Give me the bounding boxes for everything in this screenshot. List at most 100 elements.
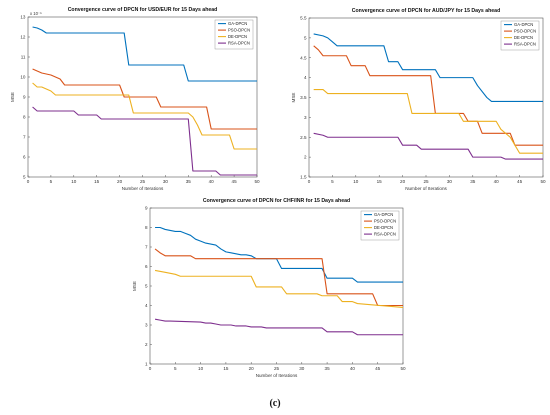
x-tick-label: 50 bbox=[540, 179, 546, 184]
legend-entry: GA-DPCN bbox=[514, 22, 533, 27]
x-axis-label: Number of Iterations bbox=[256, 373, 298, 378]
chart-title: Convergence curve of DPCN for AUD/JPY fo… bbox=[352, 8, 500, 14]
y-tick-label: 1.5 bbox=[300, 175, 307, 180]
y-exponent-label: x 10⁻⁵ bbox=[30, 11, 42, 16]
legend-entry: PSO-DPCN bbox=[228, 28, 250, 33]
x-tick-label: 45 bbox=[232, 179, 238, 184]
x-tick-label: 35 bbox=[470, 179, 476, 184]
x-axis-label: Number of Iterations bbox=[122, 186, 164, 191]
y-tick-label: 11 bbox=[21, 55, 26, 60]
chart-panel-2: Convergence curve of DPCN for AUD/JPY fo… bbox=[291, 8, 546, 191]
x-tick-label: 5 bbox=[331, 179, 334, 184]
x-tick-label: 5 bbox=[50, 179, 53, 184]
series-line-ga-dpcn bbox=[32, 26, 257, 82]
legend-box bbox=[500, 20, 540, 51]
series-line-pso-dpcn bbox=[32, 68, 257, 130]
y-tick-label: 9 bbox=[145, 206, 148, 211]
legend-box bbox=[214, 19, 254, 50]
x-tick-label: 45 bbox=[517, 179, 523, 184]
y-tick-label: 5.5 bbox=[300, 16, 307, 21]
x-tick-label: 40 bbox=[494, 179, 500, 184]
legend-entry: RSA-DPCN bbox=[228, 41, 250, 46]
y-tick-label: 5 bbox=[23, 175, 26, 180]
legend-entry: PSO-DPCN bbox=[514, 29, 536, 34]
x-tick-label: 20 bbox=[117, 179, 123, 184]
y-tick-label: 8 bbox=[145, 225, 148, 230]
x-tick-label: 20 bbox=[249, 366, 255, 371]
y-tick-label: 8 bbox=[23, 115, 26, 120]
legend-entry: GA-DPCN bbox=[374, 212, 393, 217]
legend-entry: DE-DPCN bbox=[374, 225, 393, 230]
x-tick-label: 5 bbox=[174, 366, 177, 371]
y-tick-label: 4 bbox=[145, 303, 148, 308]
y-tick-label: 6 bbox=[23, 155, 26, 160]
y-tick-label: 5 bbox=[304, 35, 307, 40]
x-tick-label: 25 bbox=[140, 179, 146, 184]
x-tick-label: 25 bbox=[423, 179, 429, 184]
x-tick-label: 25 bbox=[274, 366, 280, 371]
y-tick-label: 5 bbox=[145, 284, 148, 289]
y-tick-label: 13 bbox=[20, 15, 26, 20]
series-line-pso-dpcn bbox=[154, 248, 403, 307]
figure-caption: (c) bbox=[269, 398, 281, 409]
series-line-de-dpcn bbox=[32, 82, 257, 150]
series-line-de-dpcn bbox=[154, 269, 404, 308]
x-tick-label: 10 bbox=[198, 366, 204, 371]
x-axis-label: Number of Iterations bbox=[405, 186, 447, 191]
y-tick-label: 3.5 bbox=[300, 95, 307, 100]
x-tick-label: 30 bbox=[447, 179, 453, 184]
series-line-rsa-dpcn bbox=[313, 132, 543, 160]
legend-entry: RSA-DPCN bbox=[374, 232, 396, 237]
x-tick-label: 10 bbox=[353, 179, 359, 184]
legend-entry: RSA-DPCN bbox=[514, 42, 536, 47]
chart-title: Convergence curve of DPCN for USD/EUR fo… bbox=[68, 7, 218, 13]
y-tick-label: 2 bbox=[304, 155, 307, 160]
x-tick-label: 50 bbox=[400, 366, 406, 371]
series-line-de-dpcn bbox=[313, 89, 543, 154]
legend-entry: PSO-DPCN bbox=[374, 219, 396, 224]
x-tick-label: 40 bbox=[350, 366, 356, 371]
x-tick-label: 15 bbox=[223, 366, 229, 371]
y-tick-label: 3 bbox=[145, 323, 148, 328]
y-axis-label: MSE bbox=[291, 93, 296, 103]
y-tick-label: 2 bbox=[145, 342, 148, 347]
x-tick-label: 35 bbox=[186, 179, 192, 184]
series-line-rsa-dpcn bbox=[154, 318, 403, 336]
series-line-rsa-dpcn bbox=[32, 106, 257, 176]
x-tick-label: 15 bbox=[377, 179, 383, 184]
y-tick-label: 7 bbox=[23, 135, 26, 140]
x-tick-label: 0 bbox=[149, 366, 152, 371]
legend-entry: DE-DPCN bbox=[228, 34, 247, 39]
y-tick-label: 9 bbox=[23, 95, 26, 100]
y-tick-label: 2.5 bbox=[300, 135, 307, 140]
x-tick-label: 50 bbox=[254, 179, 260, 184]
x-tick-label: 45 bbox=[375, 366, 381, 371]
y-tick-label: 3 bbox=[304, 115, 307, 120]
x-tick-label: 0 bbox=[308, 179, 311, 184]
x-tick-label: 35 bbox=[325, 366, 331, 371]
y-tick-label: 1 bbox=[145, 362, 148, 367]
y-tick-label: 6 bbox=[145, 264, 148, 269]
x-tick-label: 10 bbox=[71, 179, 77, 184]
chart-panel-1: Convergence curve of DPCN for USD/EUR fo… bbox=[10, 7, 260, 191]
y-tick-label: 10 bbox=[20, 75, 26, 80]
x-tick-label: 30 bbox=[163, 179, 169, 184]
x-tick-label: 0 bbox=[27, 179, 30, 184]
legend-entry: GA-DPCN bbox=[228, 21, 247, 26]
y-axis-label: MSE bbox=[132, 281, 137, 291]
x-tick-label: 30 bbox=[299, 366, 305, 371]
y-tick-label: 4 bbox=[304, 75, 307, 80]
y-tick-label: 4.5 bbox=[300, 55, 307, 60]
x-tick-label: 20 bbox=[400, 179, 406, 184]
x-tick-label: 40 bbox=[209, 179, 215, 184]
series-line-ga-dpcn bbox=[313, 33, 543, 103]
chart-panel-3: Convergence curve of DPCN for CHF/INR fo… bbox=[132, 198, 406, 378]
y-tick-label: 12 bbox=[20, 35, 26, 40]
series-line-ga-dpcn bbox=[155, 226, 403, 283]
chart-title: Convergence curve of DPCN for CHF/INR fo… bbox=[203, 198, 350, 204]
y-tick-label: 7 bbox=[145, 245, 148, 250]
